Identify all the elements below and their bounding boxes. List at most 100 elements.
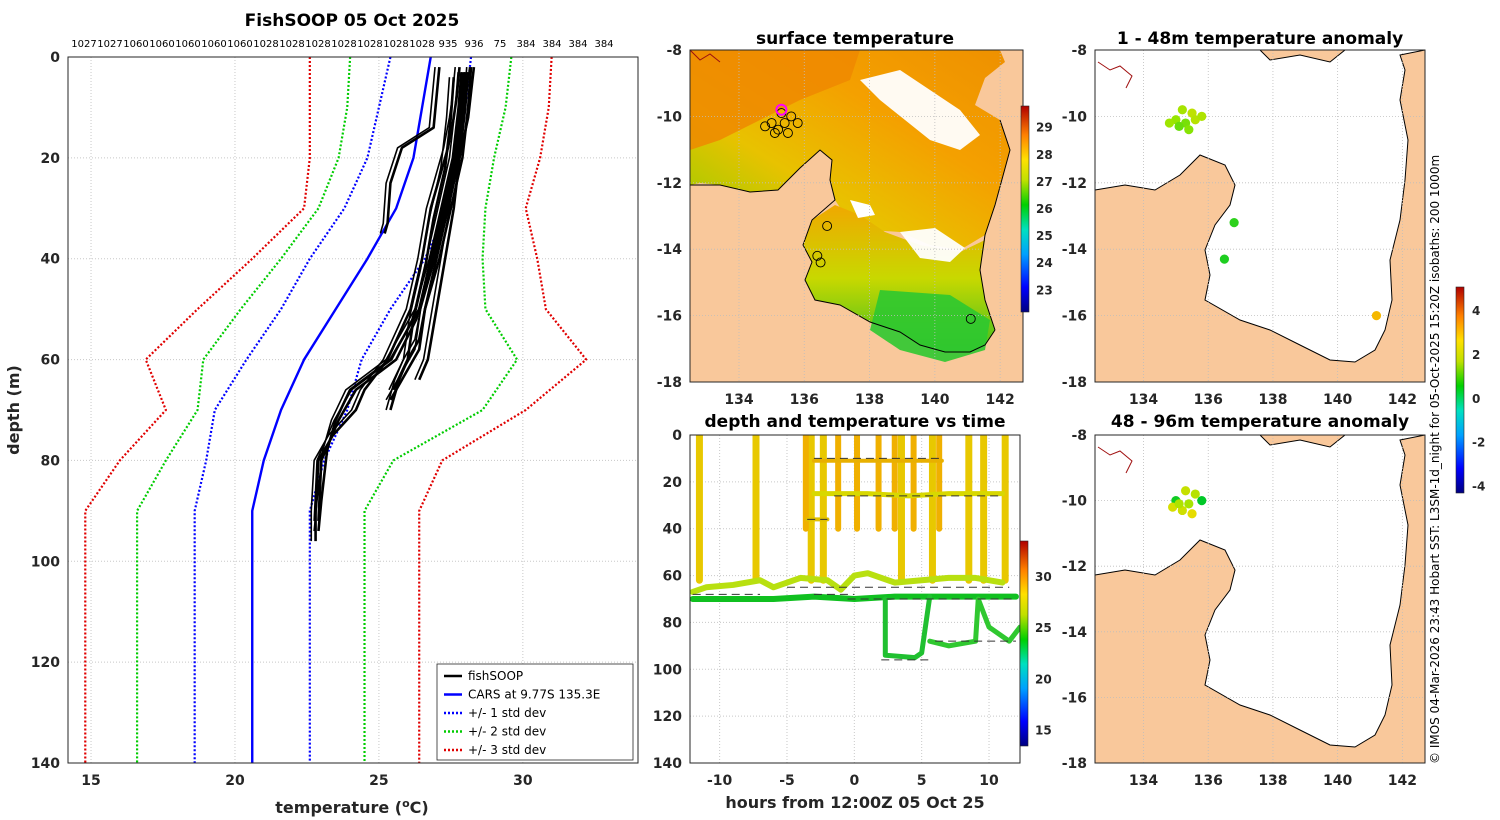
station-marker [766,118,777,128]
map-ytick-label: -12 [1062,559,1087,575]
top-station-label: 75 [494,39,507,50]
map-ytick-label: -10 [1062,109,1088,125]
station-marker [815,257,826,268]
map-xtick-label: 140 [1323,773,1352,789]
anomaly-shallow-land [1095,50,1425,382]
anomaly-colorbar-ticks: -4 -2 0 2 4 [1472,304,1485,493]
profile-ytick-label: 100 [31,554,60,570]
sst-colorbar-tick: 28 [1036,148,1053,162]
anomaly-colorbar-tick: 0 [1472,392,1480,406]
fishsoop-profile-line [317,72,464,532]
ts-ytick-label: 40 [663,522,683,538]
top-station-label: 384 [594,39,613,50]
sst-colorbar-tick: 24 [1036,256,1053,270]
station-marker [965,313,976,324]
land-border [1097,61,1133,89]
top-station-label: 1060 [201,39,226,50]
top-station-label: 1060 [175,39,200,50]
figure-title: FishSOOP 05 Oct 2025 [245,11,460,31]
ts-ytick-label: 60 [663,569,683,585]
map-ytick-label: -14 [1062,625,1088,641]
map-ytick-label: -8 [1071,428,1087,444]
profile-ticks: 15 20 25 30 0 20 40 60 80 100 120 140 [31,50,533,789]
anomaly-deep-axes-box [1094,434,1426,764]
fishsoop-profile-line [388,72,465,391]
map-ytick-label: -18 [1062,756,1087,772]
anomaly-point [1174,499,1184,509]
map-xtick-label: 134 [1129,773,1158,789]
top-station-label: 384 [542,39,561,50]
ts-deep-track [927,596,1020,649]
profile-grid [68,56,638,764]
top-station-label: 1060 [149,39,174,50]
land-mass [1095,435,1425,763]
time-series-panel: depth and temperature vs time -10 -5 0 5 100… [653,412,1052,812]
anomaly-deep-title: 48 - 96m temperature anomaly [1111,412,1409,432]
fishsoop-profile-line [310,67,456,542]
profile-panel: FishSOOP 05 Oct 2025 1027 1027 1060 1060 106… [4,11,639,818]
fishsoop-profile-line [392,72,470,391]
anomaly-shallow-axes-box [1094,49,1426,383]
map-ytick-label: -12 [657,176,682,192]
side-credit-text: © IMOS 04-Mar-2026 23:43 Hobart SST: L3S… [1428,155,1442,764]
land-mass-north [1259,435,1346,448]
fishsoop-profile-line [389,77,456,411]
map-ytick-label: -16 [1062,309,1087,325]
sst-colorbar [1020,105,1030,313]
top-station-label: 1028 [409,39,434,50]
ts-ytick-label: 0 [672,428,682,444]
profile-xtick-label: 20 [225,773,245,789]
ts-xtick-label: -10 [707,773,733,789]
map-ytick-label: -10 [1062,494,1088,510]
ts-ytick-label: 80 [663,615,683,631]
sst-map-title: surface temperature [756,29,954,49]
time-series-colorbar [1019,540,1029,747]
map-ytick-label: -14 [657,242,683,258]
profile-ytick-label: 60 [41,353,61,369]
top-station-label: 1027 [71,39,96,50]
profile-xlabel: temperature (oC) [275,797,428,818]
anomaly-point [1177,105,1187,115]
anomaly-point [1229,218,1239,228]
anomaly-point [1219,254,1230,264]
anomaly-colorbar-tick: 4 [1472,304,1480,318]
top-station-label: 384 [516,39,535,50]
ts-shallow-track [690,570,1006,595]
legend-label: CARS at 9.77S 135.3E [468,688,600,702]
legend-label: +/- 3 std dev [468,743,546,757]
land-mass [1095,50,1425,382]
top-station-label: 1028 [383,39,408,50]
time-series-title: depth and temperature vs time [705,412,1006,432]
station-marker [812,250,823,261]
map-ytick-label: -18 [1062,375,1087,391]
legend-label: +/- 2 std dev [468,725,546,739]
top-station-label: 1028 [331,39,356,50]
anomaly-point [1197,496,1207,506]
station-marker [786,111,797,122]
ts-ytick-label: 120 [653,709,682,725]
profile-ytick-label: 120 [31,655,60,671]
profile-ytick-label: 0 [50,50,60,66]
profile-xtick-label: 25 [369,773,388,789]
fishsoop-profile-line [317,72,467,522]
map-ytick-label: -12 [1062,176,1087,192]
ts-xtick-label: 10 [979,773,999,789]
sst-map-area [690,50,1023,382]
anomaly-point [1174,121,1184,131]
station-marker [760,121,771,132]
fishsoop-profile-line [414,66,471,381]
anomaly-point [1371,311,1382,321]
anomaly-shallow-ticks: 134 136 138 140 142 -8 -10 -12 -14 -16 -18 [1062,43,1417,408]
anomaly-point [1184,125,1194,135]
anomaly-shallow-points [1164,105,1382,321]
anomaly-colorbar-tick: 2 [1472,348,1480,362]
std2-upper-line [363,57,519,763]
station-marker [779,118,790,128]
ts-mid-track [811,491,1005,499]
top-station-label: 1028 [305,39,330,50]
fishsoop-profile-line [313,72,459,532]
ts-xtick-label: -5 [779,773,795,789]
top-station-labels: 1027 1027 1060 1060 1060 1060 1060 1028 1028 1028… [71,39,613,50]
anomaly-colorbar-tick: -2 [1472,436,1485,450]
